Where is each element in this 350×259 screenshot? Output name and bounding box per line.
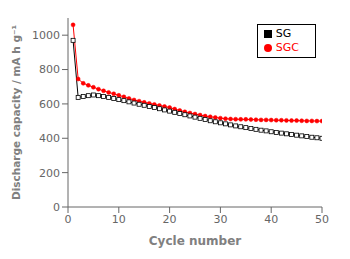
svg-text:Cycle number: Cycle number (149, 234, 241, 248)
svg-text:200: 200 (39, 167, 60, 180)
svg-text:Discharge capacity / mA h g⁻¹: Discharge capacity / mA h g⁻¹ (10, 25, 22, 200)
html-text:SG: SG (275, 27, 292, 40)
svg-text:20: 20 (163, 213, 177, 226)
svg-text:800: 800 (39, 63, 60, 76)
svg-text:10: 10 (112, 213, 126, 226)
svg-text:50: 50 (315, 213, 329, 226)
svg-text:1000: 1000 (32, 29, 60, 42)
svg-text:0: 0 (65, 213, 72, 226)
svg-text:600: 600 (39, 98, 60, 111)
svg-text:400: 400 (39, 132, 60, 145)
html-text:SGC: SGC (275, 41, 299, 54)
svg-text:40: 40 (264, 213, 278, 226)
svg-text:0: 0 (53, 201, 60, 214)
svg-text:30: 30 (213, 213, 227, 226)
